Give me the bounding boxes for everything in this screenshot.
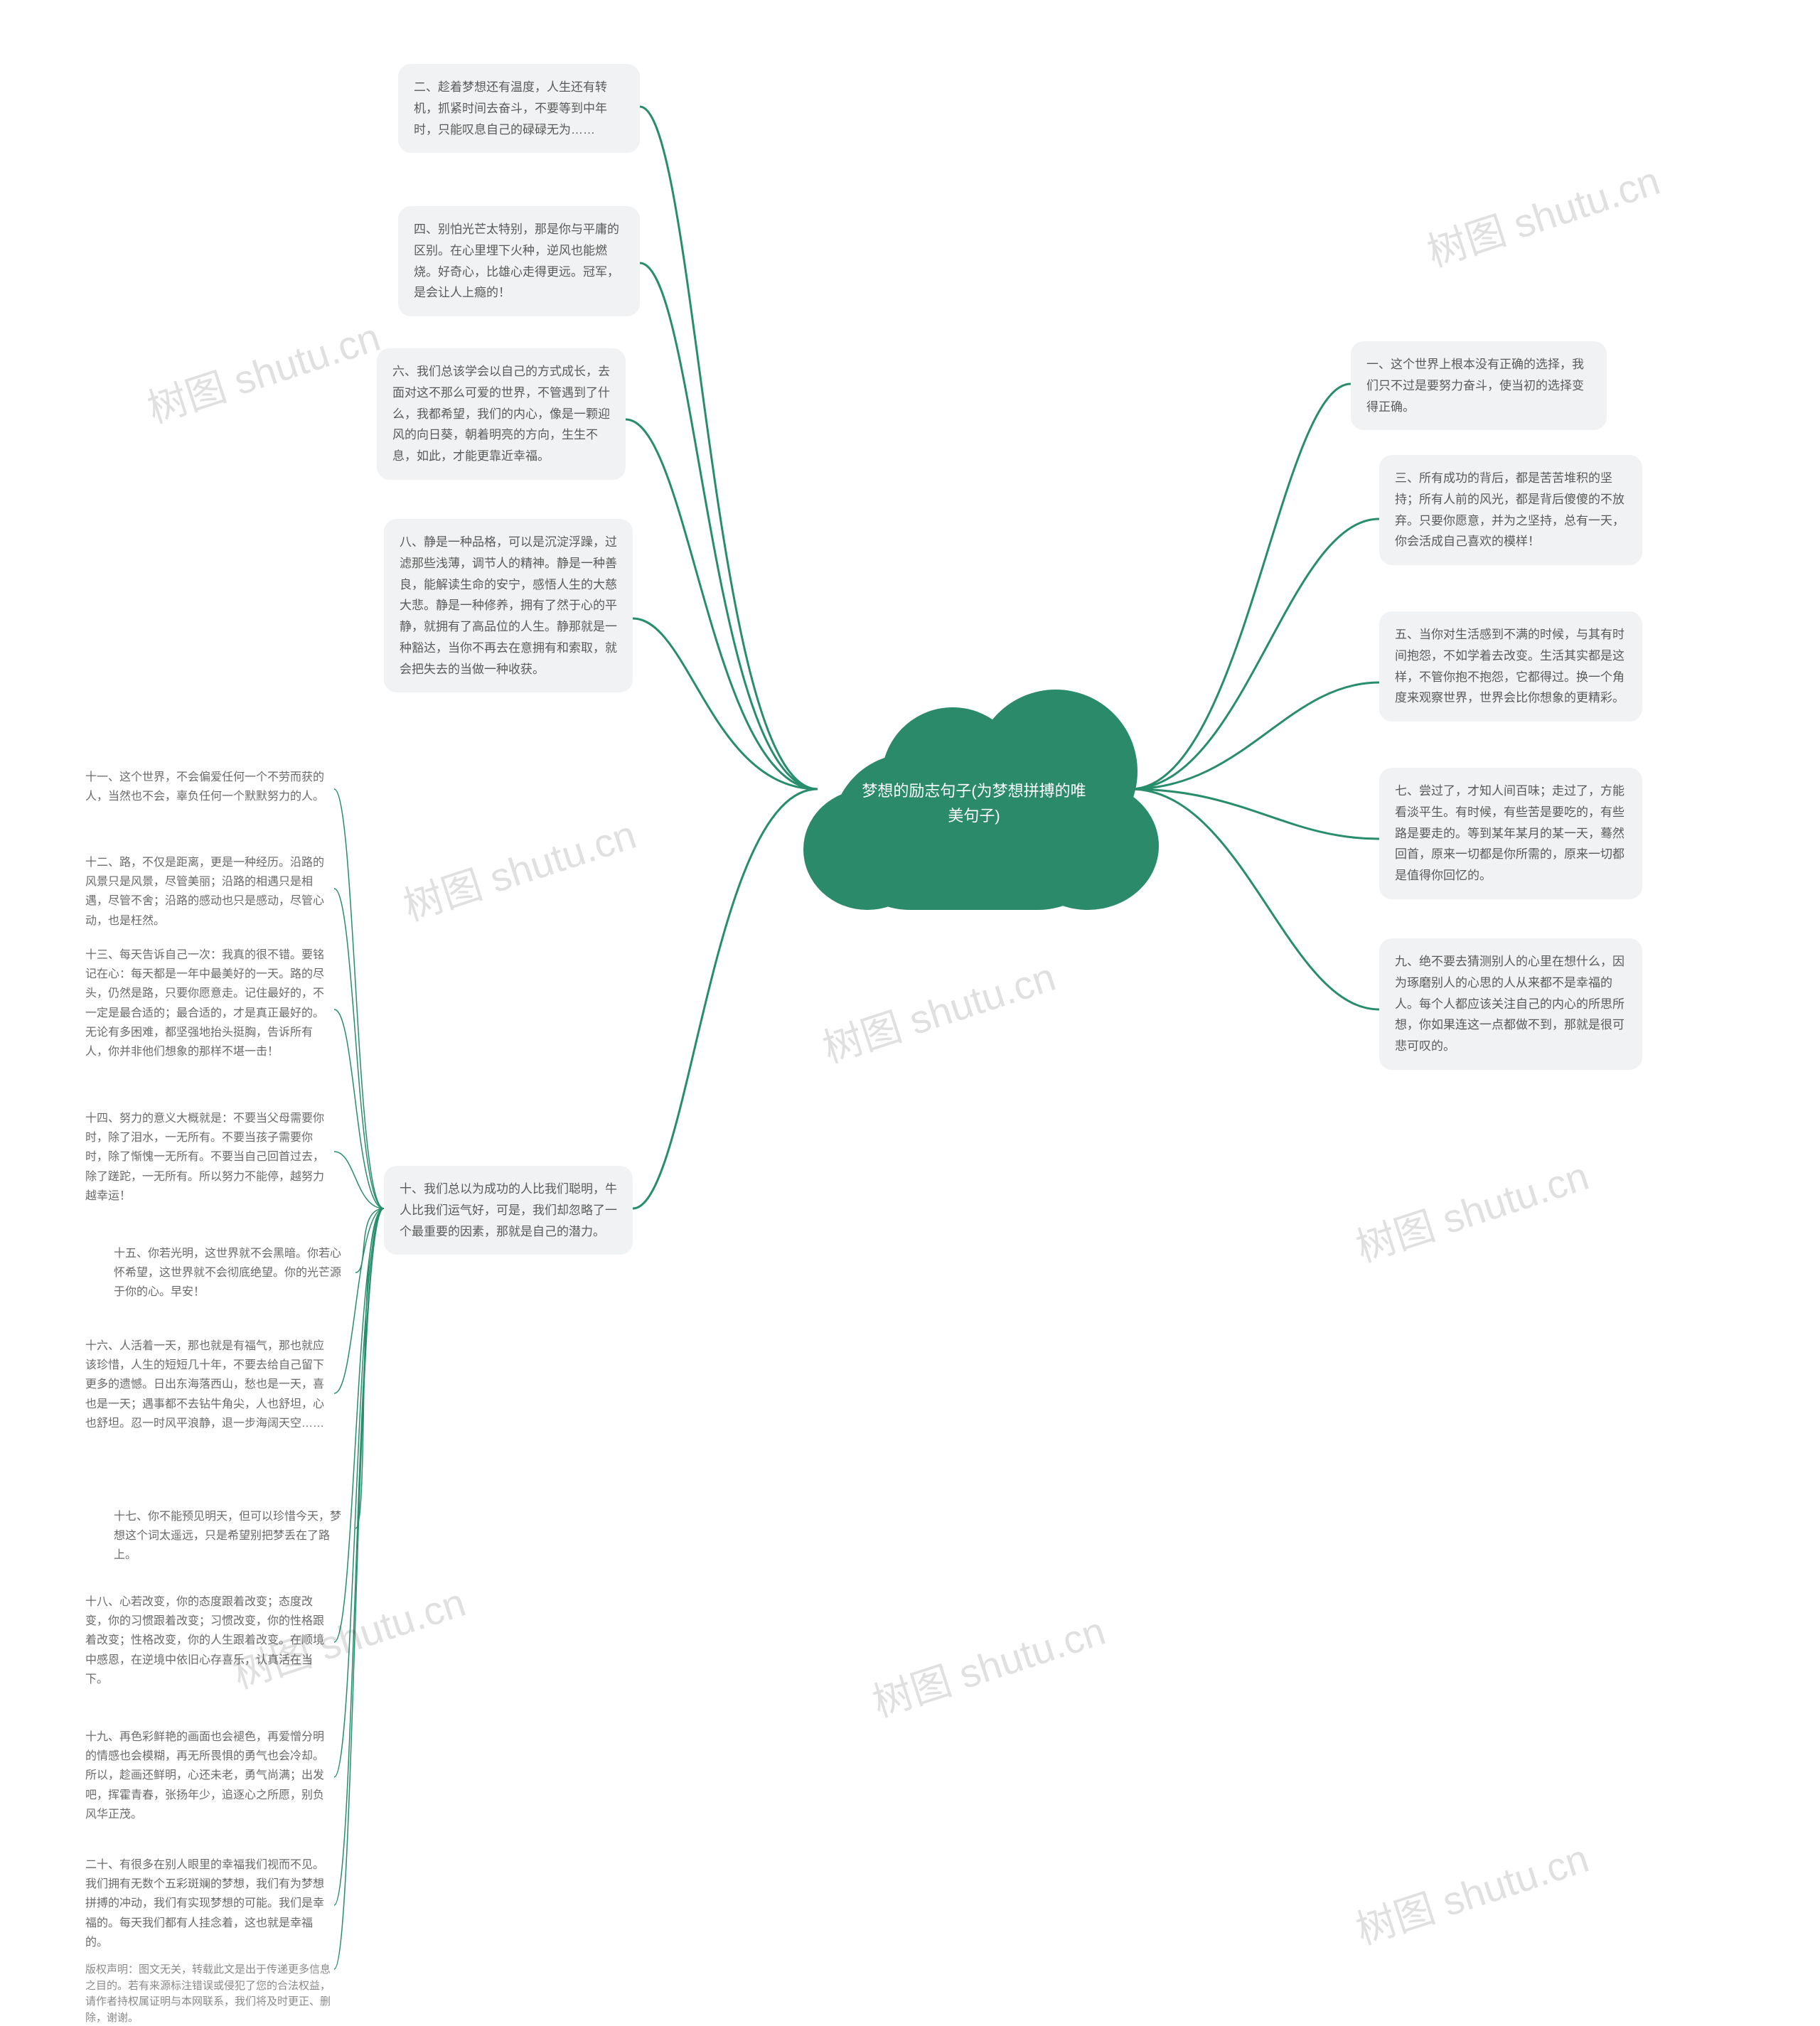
subnode-20: 二十、有很多在别人眼里的幸福我们视而不见。我们拥有无数个五彩斑斓的梦想，我们有为… (85, 1855, 334, 1952)
node-r9: 九、绝不要去猜测别人的心里在想什么，因为琢磨别人的心思的人从来都不是幸福的人。每… (1379, 938, 1642, 1070)
subnode-16: 十六、人活着一天，那也就是有福气，那也就应该珍惜，人生的短短几十年，不要去给自己… (85, 1336, 334, 1433)
watermark: 树图 shutu.cn (1419, 149, 1666, 279)
center-title: 梦想的励志句子(为梦想拼搏的唯美句子) (803, 778, 1145, 828)
center-node: 梦想的励志句子(为梦想拼搏的唯美句子) (803, 668, 1145, 910)
subnode-18: 十八、心若改变，你的态度跟着改变；态度改变，你的习惯跟着改变；习惯改变，你的性格… (85, 1592, 334, 1689)
watermark: 树图 shutu.cn (864, 1599, 1112, 1729)
mindmap-canvas: 梦想的励志句子(为梦想拼搏的唯美句子) 一、这个世界上根本没有正确的选择，我们只… (0, 0, 1820, 1983)
node-r1: 一、这个世界上根本没有正确的选择，我们只不过是要努力奋斗，使当初的选择变得正确。 (1351, 341, 1607, 430)
subnode-13: 十三、每天告诉自己一次：我真的很不错。要铭记在心：每天都是一年中最美好的一天。路… (85, 945, 334, 1061)
subnode-17: 十七、你不能预见明天，但可以珍惜今天，梦想这个词太遥远，只是希望别把梦丢在了路上… (114, 1507, 341, 1565)
subnode-15: 十五、你若光明，这世界就不会黑暗。你若心怀希望，这世界就不会彻底绝望。你的光芒源… (114, 1244, 341, 1302)
watermark: 树图 shutu.cn (395, 803, 643, 933)
node-l4: 四、别怕光芒太特别，那是你与平庸的区别。在心里埋下火种，逆风也能燃烧。好奇心，比… (398, 206, 640, 316)
node-l2: 二、趁着梦想还有温度，人生还有转机，抓紧时间去奋斗，不要等到中年时，只能叹息自己… (398, 64, 640, 153)
watermark: 树图 shutu.cn (139, 306, 387, 435)
node-r3: 三、所有成功的背后，都是苦苦堆积的坚持；所有人前的风光，都是背后傻傻的不放弃。只… (1379, 455, 1642, 565)
subnode-copyright: 版权声明：图文无关，转载此文是出于传递更多信息之目的。若有来源标注错误或侵犯了您… (85, 1962, 334, 2026)
node-r7: 七、尝过了，才知人间百味；走过了，方能看淡平生。有时候，有些苦是要吃的，有些路是… (1379, 768, 1642, 899)
watermark: 树图 shutu.cn (1348, 1145, 1595, 1274)
node-l10: 十、我们总以为成功的人比我们聪明，牛人比我们运气好，可是，我们却忽略了一个最重要… (384, 1166, 633, 1255)
subnode-12: 十二、路，不仅是距离，更是一种经历。沿路的风景只是风景，尽管美丽；沿路的相遇只是… (85, 853, 334, 931)
subnode-11: 十一、这个世界，不会偏爱任何一个不劳而获的人，当然也不会，辜负任何一个默默努力的… (85, 768, 334, 806)
watermark: 树图 shutu.cn (1348, 1827, 1595, 1956)
subnode-14: 十四、努力的意义大概就是：不要当父母需要你时，除了泪水，一无所有。不要当孩子需要… (85, 1109, 334, 1206)
subnode-19: 十九、再色彩鲜艳的画面也会褪色，再爱憎分明的情感也会模糊，再无所畏惧的勇气也会冷… (85, 1727, 334, 1824)
node-l6: 六、我们总该学会以自己的方式成长，去面对这不那么可爱的世界，不管遇到了什么，我都… (377, 348, 626, 480)
watermark: 树图 shutu.cn (815, 945, 1062, 1075)
node-r5: 五、当你对生活感到不满的时候，与其有时间抱怨，不如学着去改变。生活其实都是这样，… (1379, 611, 1642, 722)
node-l8: 八、静是一种品格，可以是沉淀浮躁，过滤那些浅薄，调节人的精神。静是一种善良，能解… (384, 519, 633, 692)
